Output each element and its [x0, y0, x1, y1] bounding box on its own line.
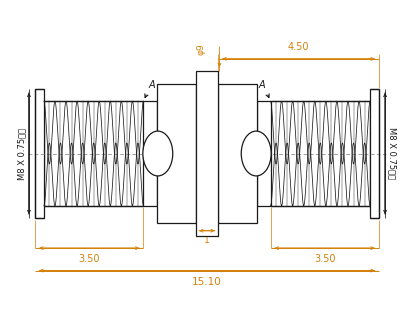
Text: M8 X 0.75螺纹: M8 X 0.75螺纹: [387, 127, 396, 180]
Bar: [157, 84, 195, 223]
Bar: [35, 89, 44, 218]
Text: 1: 1: [204, 236, 209, 245]
Text: φ9: φ9: [196, 43, 205, 55]
Bar: [157, 101, 195, 206]
Bar: [195, 71, 218, 236]
Bar: [218, 101, 256, 206]
Ellipse shape: [241, 131, 271, 176]
Ellipse shape: [142, 131, 172, 176]
Text: A: A: [258, 80, 264, 90]
Bar: [44, 101, 143, 206]
Text: M8 X 0.75螺纹: M8 X 0.75螺纹: [17, 127, 26, 180]
Text: 3.50: 3.50: [78, 254, 100, 264]
Text: 15.10: 15.10: [192, 277, 221, 287]
Bar: [369, 89, 378, 218]
Bar: [270, 101, 369, 206]
Text: 3.50: 3.50: [313, 254, 335, 264]
Text: 4.50: 4.50: [287, 42, 309, 52]
Text: A: A: [149, 80, 155, 90]
Bar: [218, 84, 256, 223]
